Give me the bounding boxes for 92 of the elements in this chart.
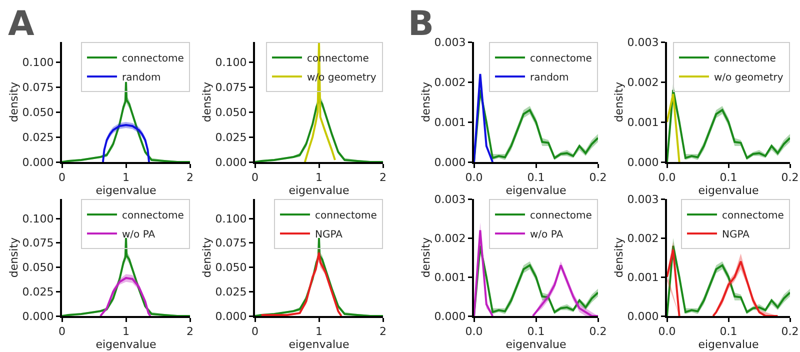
x-axis-title: eigenvalue [288, 338, 350, 352]
x-tick-label: 0 [58, 171, 66, 184]
x-tick-label: 0.1 [527, 171, 545, 184]
y-tick-label: 0.001 [434, 270, 466, 284]
x-tick-label: 1 [316, 171, 322, 184]
y-tick-label: 0.075 [22, 236, 54, 250]
x-tick-label: 0 [252, 325, 258, 338]
legend-label: w/o PA [530, 229, 564, 240]
legend-label: connectome [122, 53, 184, 64]
text: A [8, 4, 35, 44]
legend-label: connectome [530, 210, 592, 222]
y-axis-title: density [419, 236, 432, 278]
y-tick-label: 0.002 [434, 232, 466, 245]
y-tick-label: 0.002 [627, 76, 659, 89]
y-tick-label: 0.002 [627, 232, 659, 245]
y-tick-label: 0.003 [627, 192, 659, 206]
y-tick-label: 0.025 [215, 130, 247, 144]
y-tick-label: 0.000 [434, 310, 466, 323]
x-tick-label: 0 [58, 325, 66, 338]
y-tick-label: 0.003 [627, 36, 659, 49]
x-tick-label: 0.2 [589, 171, 607, 184]
y-tick-label: 0.000 [627, 310, 659, 323]
x-tick-label: 0 [252, 171, 258, 184]
legend-label: w/o PA [122, 229, 156, 240]
x-axis-title: eigenvalue [288, 184, 350, 198]
y-axis-title: density [612, 81, 626, 122]
y-tick-label: 0.002 [434, 76, 466, 89]
x-axis-title: eigenvalue [96, 184, 157, 198]
x-tick-label: 2 [380, 325, 386, 338]
y-tick-label: 0.100 [22, 56, 54, 69]
y-axis-title: density [612, 236, 626, 278]
x-axis-title: eigenvalue [506, 184, 567, 198]
y-tick-label: 0.075 [215, 80, 247, 94]
x-tick-label: 2 [380, 171, 386, 184]
x-tick-label: 0.0 [658, 325, 676, 338]
y-tick-label: 0.000 [215, 156, 247, 169]
y-axis-title: density [7, 81, 20, 122]
legend-label: connectome [122, 210, 184, 222]
y-tick-label: 0.050 [215, 261, 247, 274]
y-axis-title: density [200, 236, 214, 278]
y-axis-title: density [7, 236, 20, 278]
y-tick-label: 0.100 [215, 56, 247, 69]
x-tick-label: 0.0 [658, 171, 676, 184]
x-axis-title: eigenvalue [96, 338, 157, 352]
y-tick-label: 0.075 [215, 236, 247, 250]
y-tick-label: 0.100 [22, 212, 54, 226]
x-tick-label: 0.1 [720, 171, 738, 184]
legend-label: connectome [530, 53, 592, 64]
y-tick-label: 0.000 [434, 156, 466, 169]
y-axis-title: density [419, 81, 432, 122]
y-tick-label: 0.000 [22, 310, 54, 323]
y-tick-label: 0.025 [22, 130, 54, 144]
x-tick-label: 0.1 [527, 325, 545, 338]
y-tick-label: 0.100 [215, 212, 247, 226]
x-tick-label: 1 [122, 171, 130, 184]
x-tick-label: 0.2 [589, 325, 607, 338]
x-tick-label: 1 [316, 325, 322, 338]
y-tick-label: 0.000 [627, 156, 659, 169]
x-tick-label: 2 [186, 325, 194, 338]
y-tick-label: 0.001 [434, 116, 466, 129]
legend-label: connectome [714, 53, 776, 64]
x-tick-label: 0.0 [465, 171, 483, 184]
legend-label: connectome [722, 210, 784, 222]
y-tick-label: 0.050 [215, 106, 247, 119]
x-tick-label: 0.1 [720, 325, 738, 338]
x-tick-label: 0.0 [465, 325, 483, 338]
x-tick-label: 1 [122, 325, 130, 338]
y-tick-label: 0.000 [22, 156, 54, 169]
legend-label: w/o geometry [714, 72, 784, 84]
y-axis-title: density [200, 81, 214, 122]
y-tick-label: 0.001 [627, 270, 659, 284]
x-axis-title: eigenvalue [698, 338, 760, 352]
x-tick-label: 0.2 [781, 171, 799, 184]
y-tick-label: 0.025 [22, 285, 54, 298]
x-tick-label: 0.2 [781, 325, 799, 338]
legend-label: NGPA [722, 229, 750, 240]
y-tick-label: 0.000 [215, 310, 247, 323]
legend-label: random [530, 72, 569, 84]
text: B [408, 4, 434, 44]
legend-label: NGPA [315, 229, 343, 240]
y-tick-label: 0.025 [215, 285, 247, 298]
y-tick-label: 0.050 [22, 106, 54, 119]
x-tick-label: 2 [186, 171, 194, 184]
x-axis-title: eigenvalue [506, 338, 567, 352]
y-tick-label: 0.050 [22, 261, 54, 274]
y-tick-label: 0.003 [434, 36, 466, 49]
y-tick-label: 0.001 [627, 116, 659, 129]
y-tick-label: 0.075 [22, 80, 54, 94]
legend-label: connectome [315, 210, 377, 222]
x-axis-title: eigenvalue [698, 184, 760, 198]
legend-label: random [122, 72, 161, 84]
y-tick-label: 0.003 [434, 192, 466, 206]
